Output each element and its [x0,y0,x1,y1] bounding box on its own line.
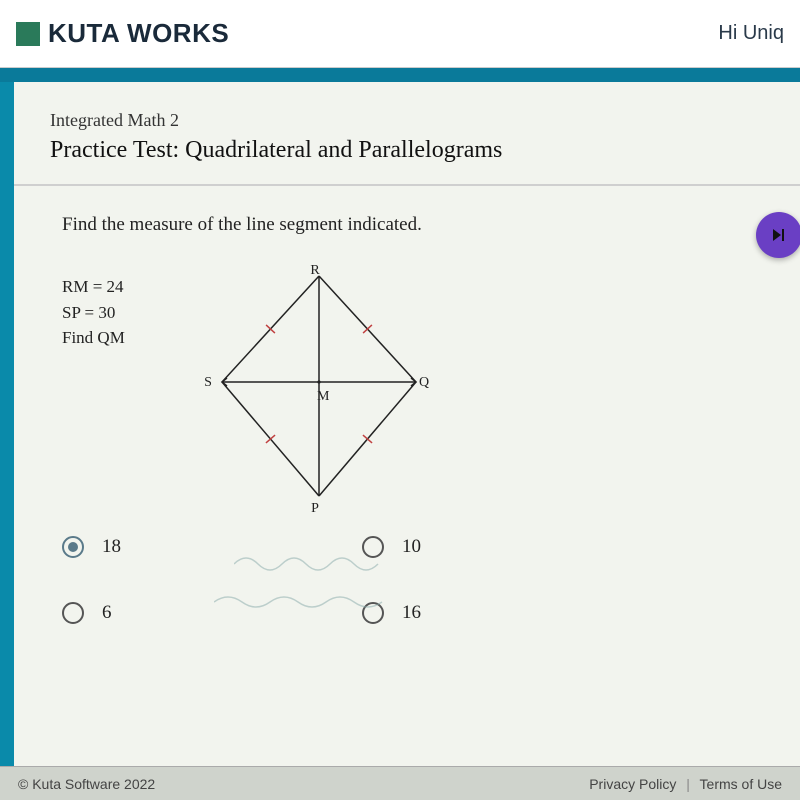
brand-icon [16,22,40,46]
footer: © Kuta Software 2022 Privacy Policy | Te… [0,766,800,800]
svg-text:P: P [311,501,319,512]
separator: | [686,776,690,792]
copyright: © Kuta Software 2022 [18,776,155,792]
top-bar: KUTA WORKS Hi Uniq [0,0,800,68]
svg-text:M: M [317,389,330,404]
terms-link[interactable]: Terms of Use [700,776,782,792]
given-line: RM = 24 [62,274,125,300]
scribble [214,592,394,612]
accent-strip [0,68,800,82]
left-accent [0,82,14,766]
radio-icon [62,536,84,558]
answer-label: 6 [102,602,112,624]
test-title: Practice Test: Quadrilateral and Paralle… [50,137,764,164]
brand-text: KUTA WORKS [48,18,229,49]
next-icon [771,227,787,243]
brand-logo[interactable]: KUTA WORKS [16,18,229,49]
answer-label: 18 [102,536,121,558]
given-line: SP = 30 [62,300,125,326]
svg-text:S: S [204,375,212,390]
course-name: Integrated Math 2 [50,110,764,131]
main-panel: Integrated Math 2 Practice Test: Quadril… [14,82,800,766]
test-header: Integrated Math 2 Practice Test: Quadril… [14,82,800,186]
given-line: Find QM [62,325,125,351]
answer-label: 16 [402,602,421,624]
radio-icon [62,602,84,624]
svg-text:R: R [310,263,320,278]
rhombus-figure: R Q P S M [204,262,434,512]
answer-option-16[interactable]: 16 [362,602,662,624]
svg-text:Q: Q [419,375,429,390]
user-greeting[interactable]: Hi Uniq [718,22,784,45]
content-wrap: Integrated Math 2 Practice Test: Quadril… [0,82,800,766]
answer-label: 10 [402,536,421,558]
footer-links: Privacy Policy | Terms of Use [589,776,782,792]
answer-option-10[interactable]: 10 [362,536,662,558]
next-button[interactable] [756,212,800,258]
privacy-link[interactable]: Privacy Policy [589,776,676,792]
diagram: R Q P S M [204,262,434,512]
given-values: RM = 24 SP = 30 Find QM [62,274,125,351]
scribble [234,552,394,572]
question-prompt: Find the measure of the line segment ind… [62,214,764,236]
question-area: Find the measure of the line segment ind… [14,186,800,276]
